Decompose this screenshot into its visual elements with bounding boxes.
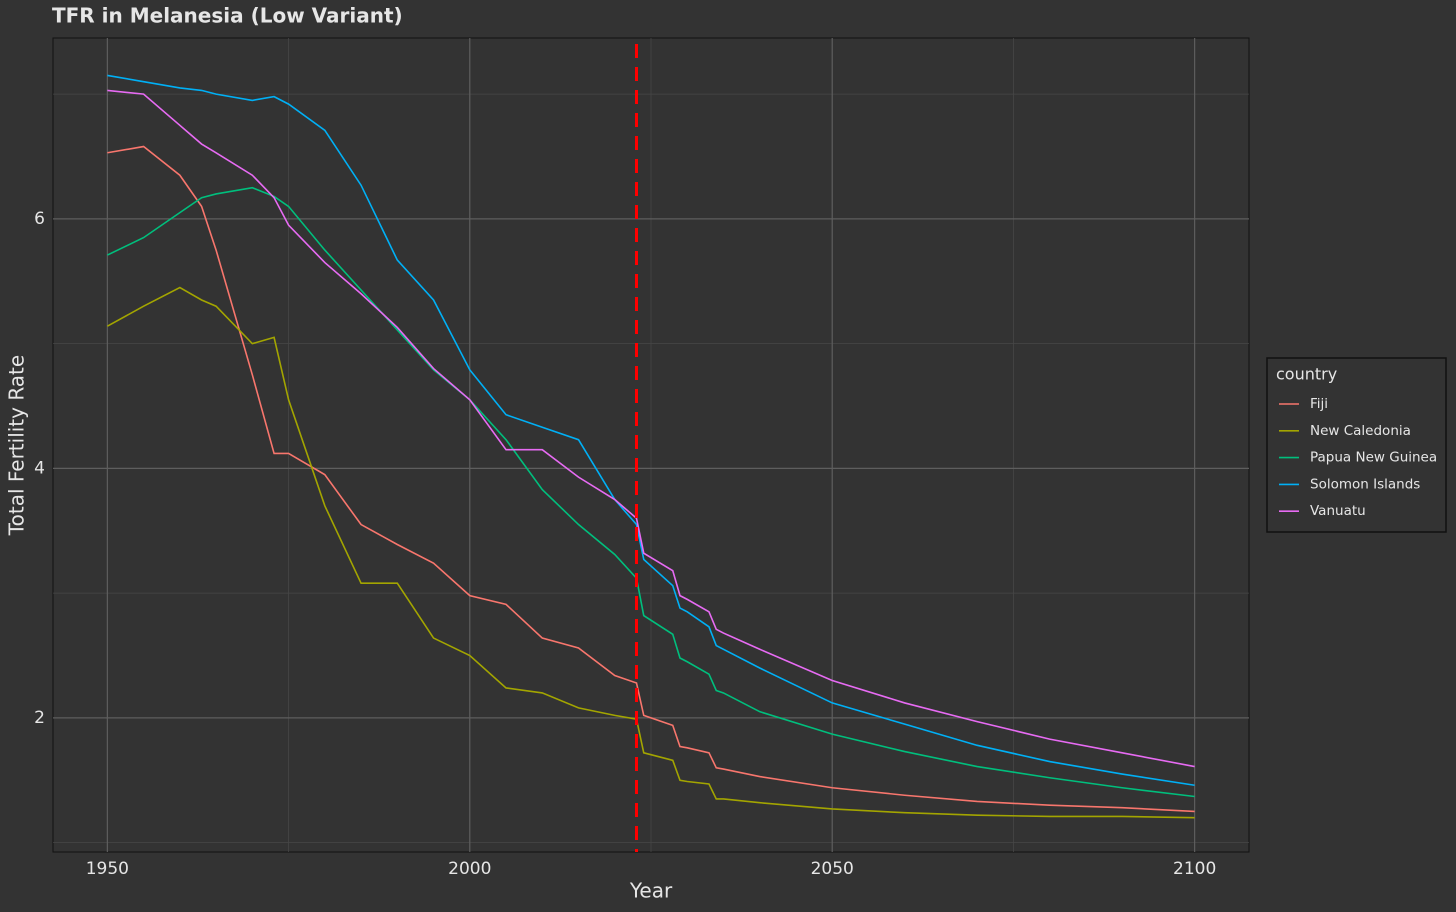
- series-line: [107, 186, 1195, 798]
- series-line: [107, 145, 1195, 813]
- legend-label: Solomon Islands: [1310, 476, 1420, 492]
- legend-label: Papua New Guinea: [1310, 450, 1437, 466]
- x-tick-label: 2000: [448, 859, 491, 879]
- series-line: [106, 286, 1195, 819]
- legend-label: Fiji: [1310, 396, 1328, 412]
- y-tick-label: 6: [34, 209, 45, 229]
- x-axis-label: Year: [629, 879, 673, 903]
- x-tick-label: 1950: [86, 859, 129, 879]
- legend-label: Vanuatu: [1310, 503, 1366, 519]
- y-tick-label: 2: [34, 708, 45, 728]
- chart-title: TFR in Melanesia (Low Variant): [52, 4, 403, 28]
- series-line: [107, 89, 1195, 768]
- legend-box: [1266, 357, 1447, 533]
- x-tick-label: 2100: [1173, 859, 1216, 879]
- y-axis-label: Total Fertility Rate: [5, 355, 29, 536]
- legend-title: country: [1276, 365, 1337, 384]
- series-line: [107, 74, 1195, 787]
- y-tick-label: 4: [34, 458, 45, 478]
- x-tick-label: 2050: [811, 859, 854, 879]
- legend-label: New Caledonia: [1310, 423, 1411, 439]
